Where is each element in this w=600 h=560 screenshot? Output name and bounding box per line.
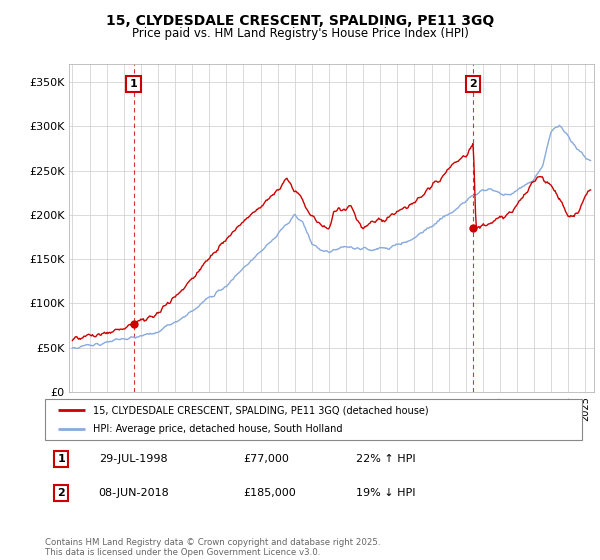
Text: Price paid vs. HM Land Registry's House Price Index (HPI): Price paid vs. HM Land Registry's House … [131,27,469,40]
Text: 1: 1 [130,79,137,89]
Text: £185,000: £185,000 [244,488,296,498]
Text: 08-JUN-2018: 08-JUN-2018 [98,488,169,498]
Text: 19% ↓ HPI: 19% ↓ HPI [356,488,416,498]
Text: £77,000: £77,000 [244,454,290,464]
Text: 2: 2 [469,79,477,89]
Text: 2: 2 [57,488,65,498]
FancyBboxPatch shape [45,399,582,440]
Text: 22% ↑ HPI: 22% ↑ HPI [356,454,416,464]
Text: 15, CLYDESDALE CRESCENT, SPALDING, PE11 3GQ (detached house): 15, CLYDESDALE CRESCENT, SPALDING, PE11 … [94,405,429,415]
Text: 15, CLYDESDALE CRESCENT, SPALDING, PE11 3GQ: 15, CLYDESDALE CRESCENT, SPALDING, PE11 … [106,14,494,28]
Text: Contains HM Land Registry data © Crown copyright and database right 2025.
This d: Contains HM Land Registry data © Crown c… [45,538,380,557]
Text: 29-JUL-1998: 29-JUL-1998 [98,454,167,464]
Text: HPI: Average price, detached house, South Holland: HPI: Average price, detached house, Sout… [94,424,343,433]
Text: 1: 1 [57,454,65,464]
